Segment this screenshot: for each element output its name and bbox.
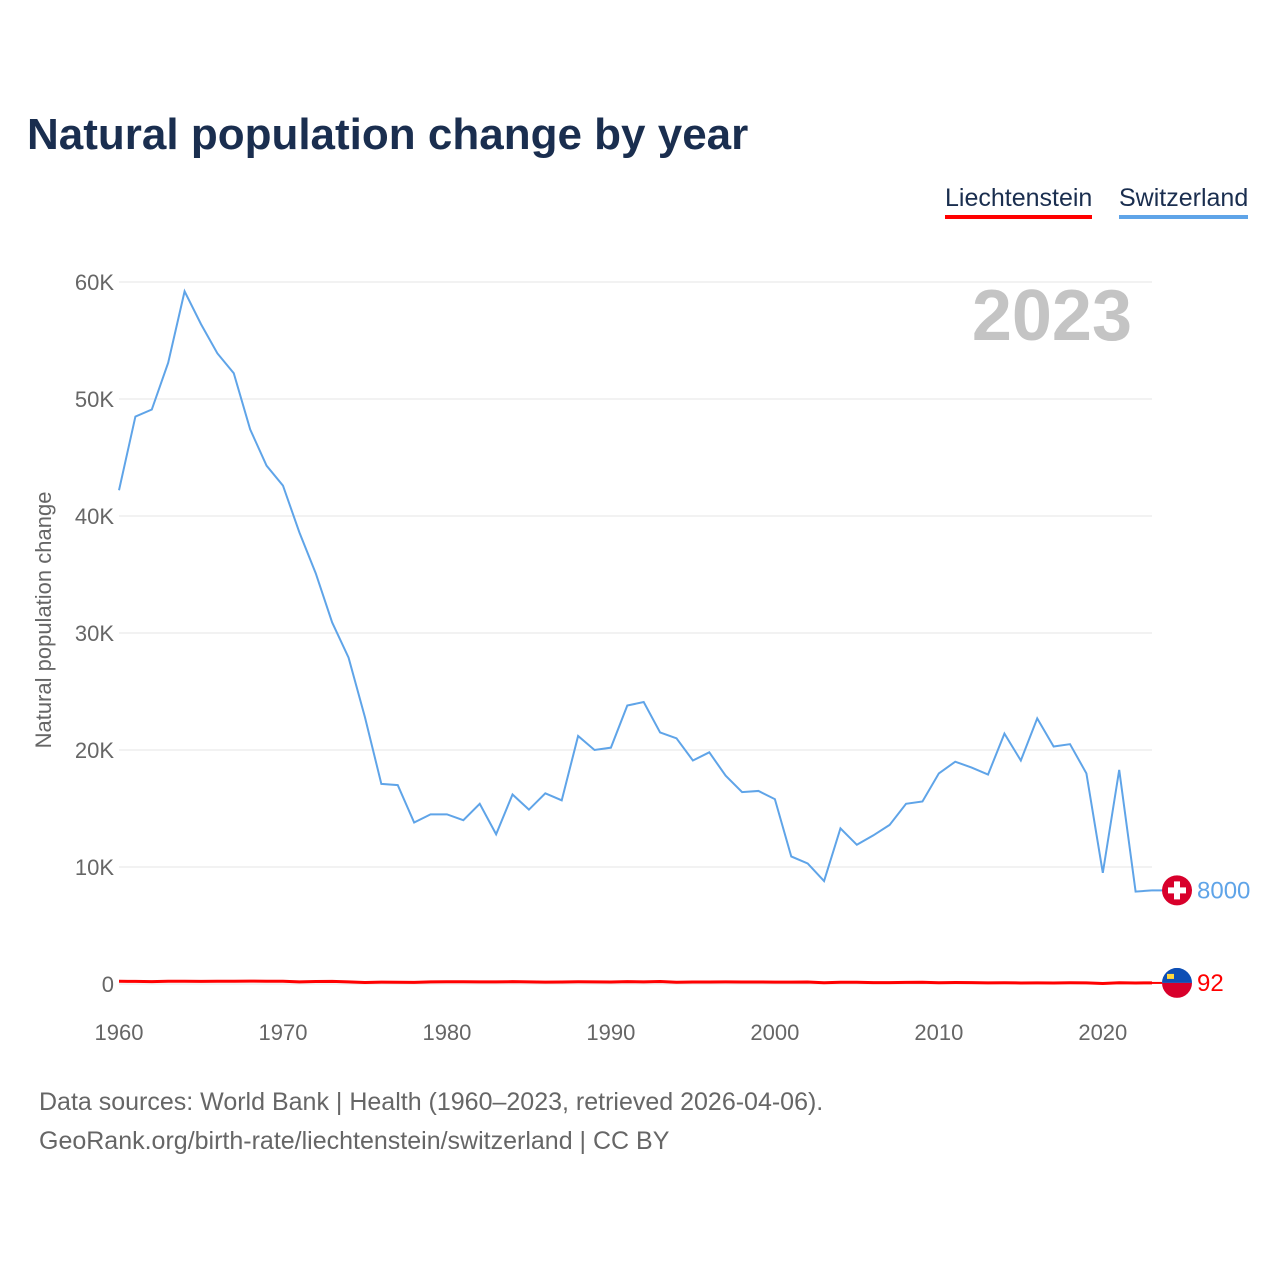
x-tick-label: 2010 xyxy=(914,1020,963,1045)
y-tick-label: 10K xyxy=(75,855,114,880)
year-label: 2023 xyxy=(972,276,1132,356)
y-tick-label: 50K xyxy=(75,387,114,412)
x-tick-label: 2000 xyxy=(750,1020,799,1045)
x-tick-label: 1960 xyxy=(95,1020,144,1045)
y-tick-label: 0 xyxy=(102,972,114,997)
end-value-label: 8000 xyxy=(1197,877,1250,904)
end-value-label: 92 xyxy=(1197,970,1224,997)
series-line-liechtenstein xyxy=(118,979,1153,986)
x-tick-label: 1980 xyxy=(422,1020,471,1045)
y-tick-label: 60K xyxy=(75,270,114,295)
y-axis-label: Natural population change xyxy=(31,492,56,749)
swiss-flag-icon xyxy=(1162,875,1192,906)
source-line-2[interactable]: GeoRank.org/birth-rate/liechtenstein/swi… xyxy=(39,1127,670,1155)
series-line-switzerland xyxy=(118,288,1153,893)
chart-title: Natural population change by year xyxy=(27,110,749,159)
legend-item-switzerland[interactable]: Switzerland xyxy=(1119,184,1249,219)
y-tick-label: 30K xyxy=(75,621,114,646)
y-tick-label: 40K xyxy=(75,504,114,529)
x-tick-label: 2020 xyxy=(1078,1020,1127,1045)
legend-item-liechtenstein[interactable]: Liechtenstein xyxy=(945,184,1093,219)
liechtenstein-flag-icon xyxy=(1162,967,1192,998)
x-tick-label: 1990 xyxy=(586,1020,635,1045)
source-line-1: Data sources: World Bank | Health (1960–… xyxy=(39,1088,824,1116)
x-tick-label: 1970 xyxy=(258,1020,307,1045)
y-tick-label: 20K xyxy=(75,738,114,763)
